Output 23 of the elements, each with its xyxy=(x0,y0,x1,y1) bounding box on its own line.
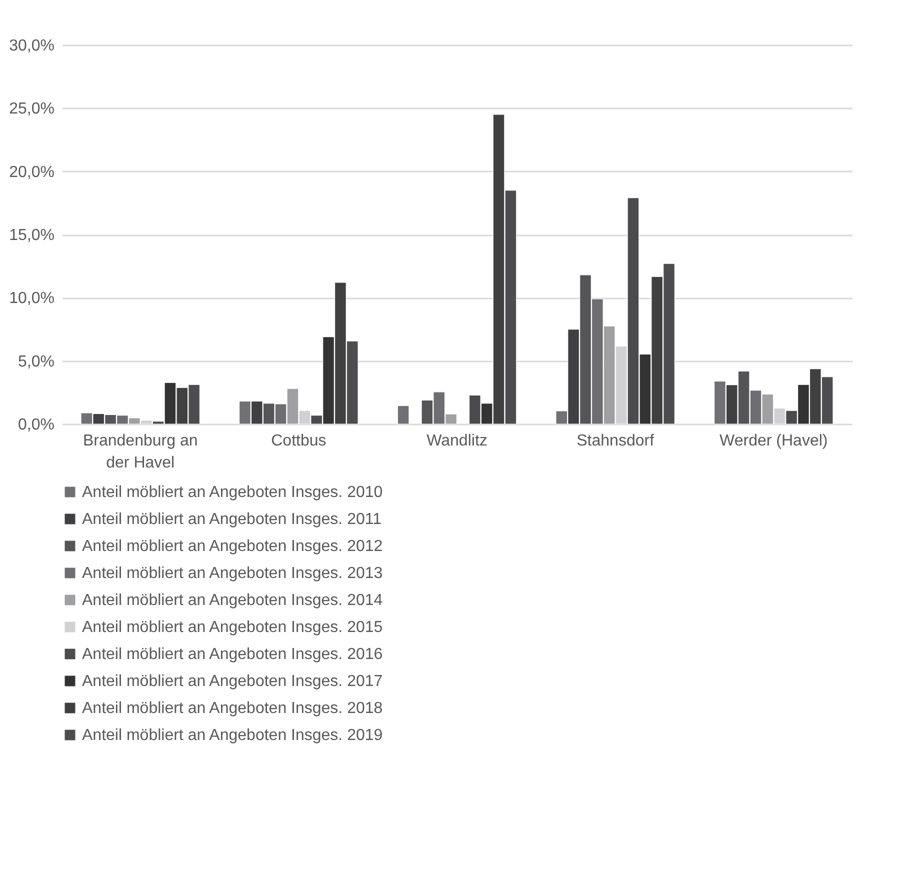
x-tick-label: Wandlitz xyxy=(426,432,488,450)
legend-label: Anteil möbliert an Angeboten Insges. 2017 xyxy=(82,673,383,690)
y-tick-label: 10,0% xyxy=(9,290,54,308)
legend-label: Anteil möbliert an Angeboten Insges. 2010 xyxy=(82,484,383,501)
x-tick-label: Stahnsdorf xyxy=(576,432,655,450)
legend-label: Anteil möbliert an Angeboten Insges. 2011 xyxy=(82,511,382,528)
legend-label: Anteil möbliert an Angeboten Insges. 2015 xyxy=(82,619,383,636)
bar xyxy=(397,405,410,424)
x-tick-label: Brandenburg an der Havel xyxy=(82,432,198,472)
legend-label: Anteil möbliert an Angeboten Insges. 2018 xyxy=(82,700,383,717)
x-tick-label: Cottbus xyxy=(271,432,326,450)
y-tick-label: 0,0% xyxy=(18,416,54,434)
y-tick-label: 30,0% xyxy=(9,38,54,54)
y-tick-label: 20,0% xyxy=(9,164,54,181)
legend-label: Anteil möbliert an Angeboten Insges. 2013 xyxy=(82,565,383,582)
legend-label: Anteil möbliert an Angeboten Insges. 2012 xyxy=(82,538,383,555)
legend-label: Anteil möbliert an Angeboten Insges. 2019 xyxy=(82,727,383,744)
y-tick-label: 25,0% xyxy=(9,100,54,118)
y-tick-label: 15,0% xyxy=(9,227,54,244)
legend-label: Anteil möbliert an Angeboten Insges. 2014 xyxy=(82,592,383,609)
legend-label: Anteil möbliert an Angeboten Insges. 2016 xyxy=(82,646,383,663)
y-tick-label: 5,0% xyxy=(18,353,54,370)
x-tick-label: Werder (Havel) xyxy=(720,432,828,450)
